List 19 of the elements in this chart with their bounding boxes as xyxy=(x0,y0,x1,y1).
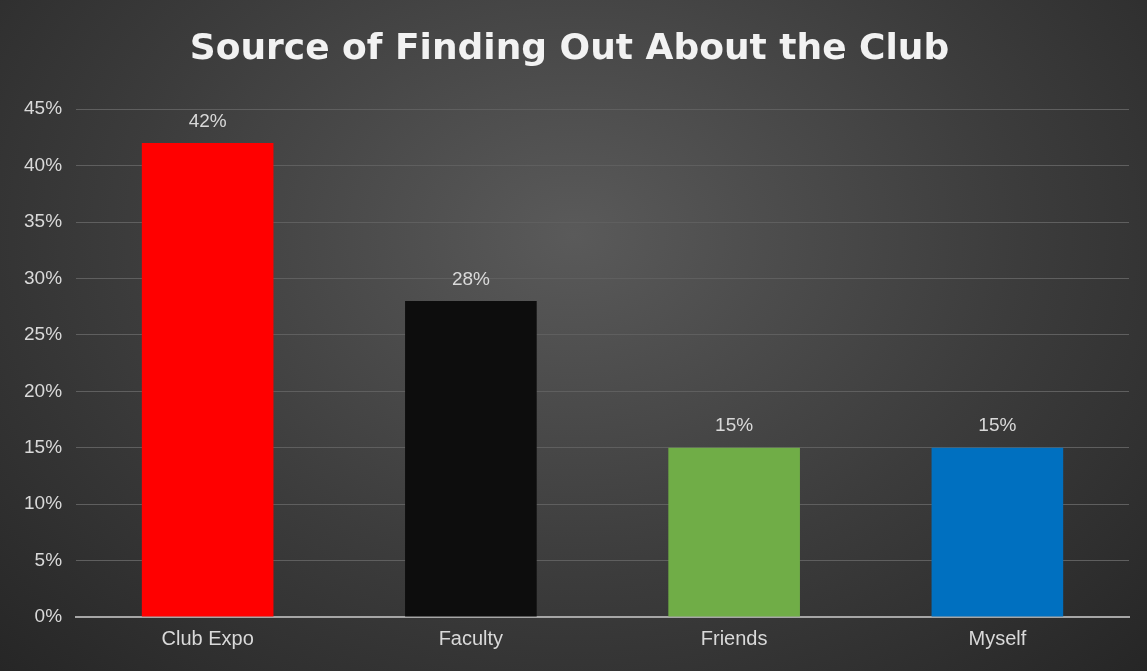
chart-title: Source of Finding Out About the Club xyxy=(189,25,950,67)
y-tick-label: 20% xyxy=(24,379,63,401)
x-tick-label: Club Expo xyxy=(161,626,254,649)
data-label: 42% xyxy=(188,109,227,131)
x-tick-label: Faculty xyxy=(438,626,504,649)
y-tick-label: 30% xyxy=(24,266,63,288)
y-tick-label: 25% xyxy=(24,323,63,345)
data-label: 15% xyxy=(715,414,754,436)
y-tick-label: 40% xyxy=(24,153,63,175)
y-tick-label: 15% xyxy=(24,435,63,457)
x-tick-label: Myself xyxy=(968,626,1027,649)
data-label: 28% xyxy=(451,267,491,289)
y-tick-label: 45% xyxy=(24,97,63,119)
x-tick-label: Friends xyxy=(700,626,768,649)
y-tick-label: 35% xyxy=(24,210,63,232)
data-label: 15% xyxy=(978,414,1017,436)
y-tick-label: 10% xyxy=(24,492,63,514)
y-tick-label: 5% xyxy=(34,548,63,570)
y-tick-label: 0% xyxy=(34,605,63,627)
